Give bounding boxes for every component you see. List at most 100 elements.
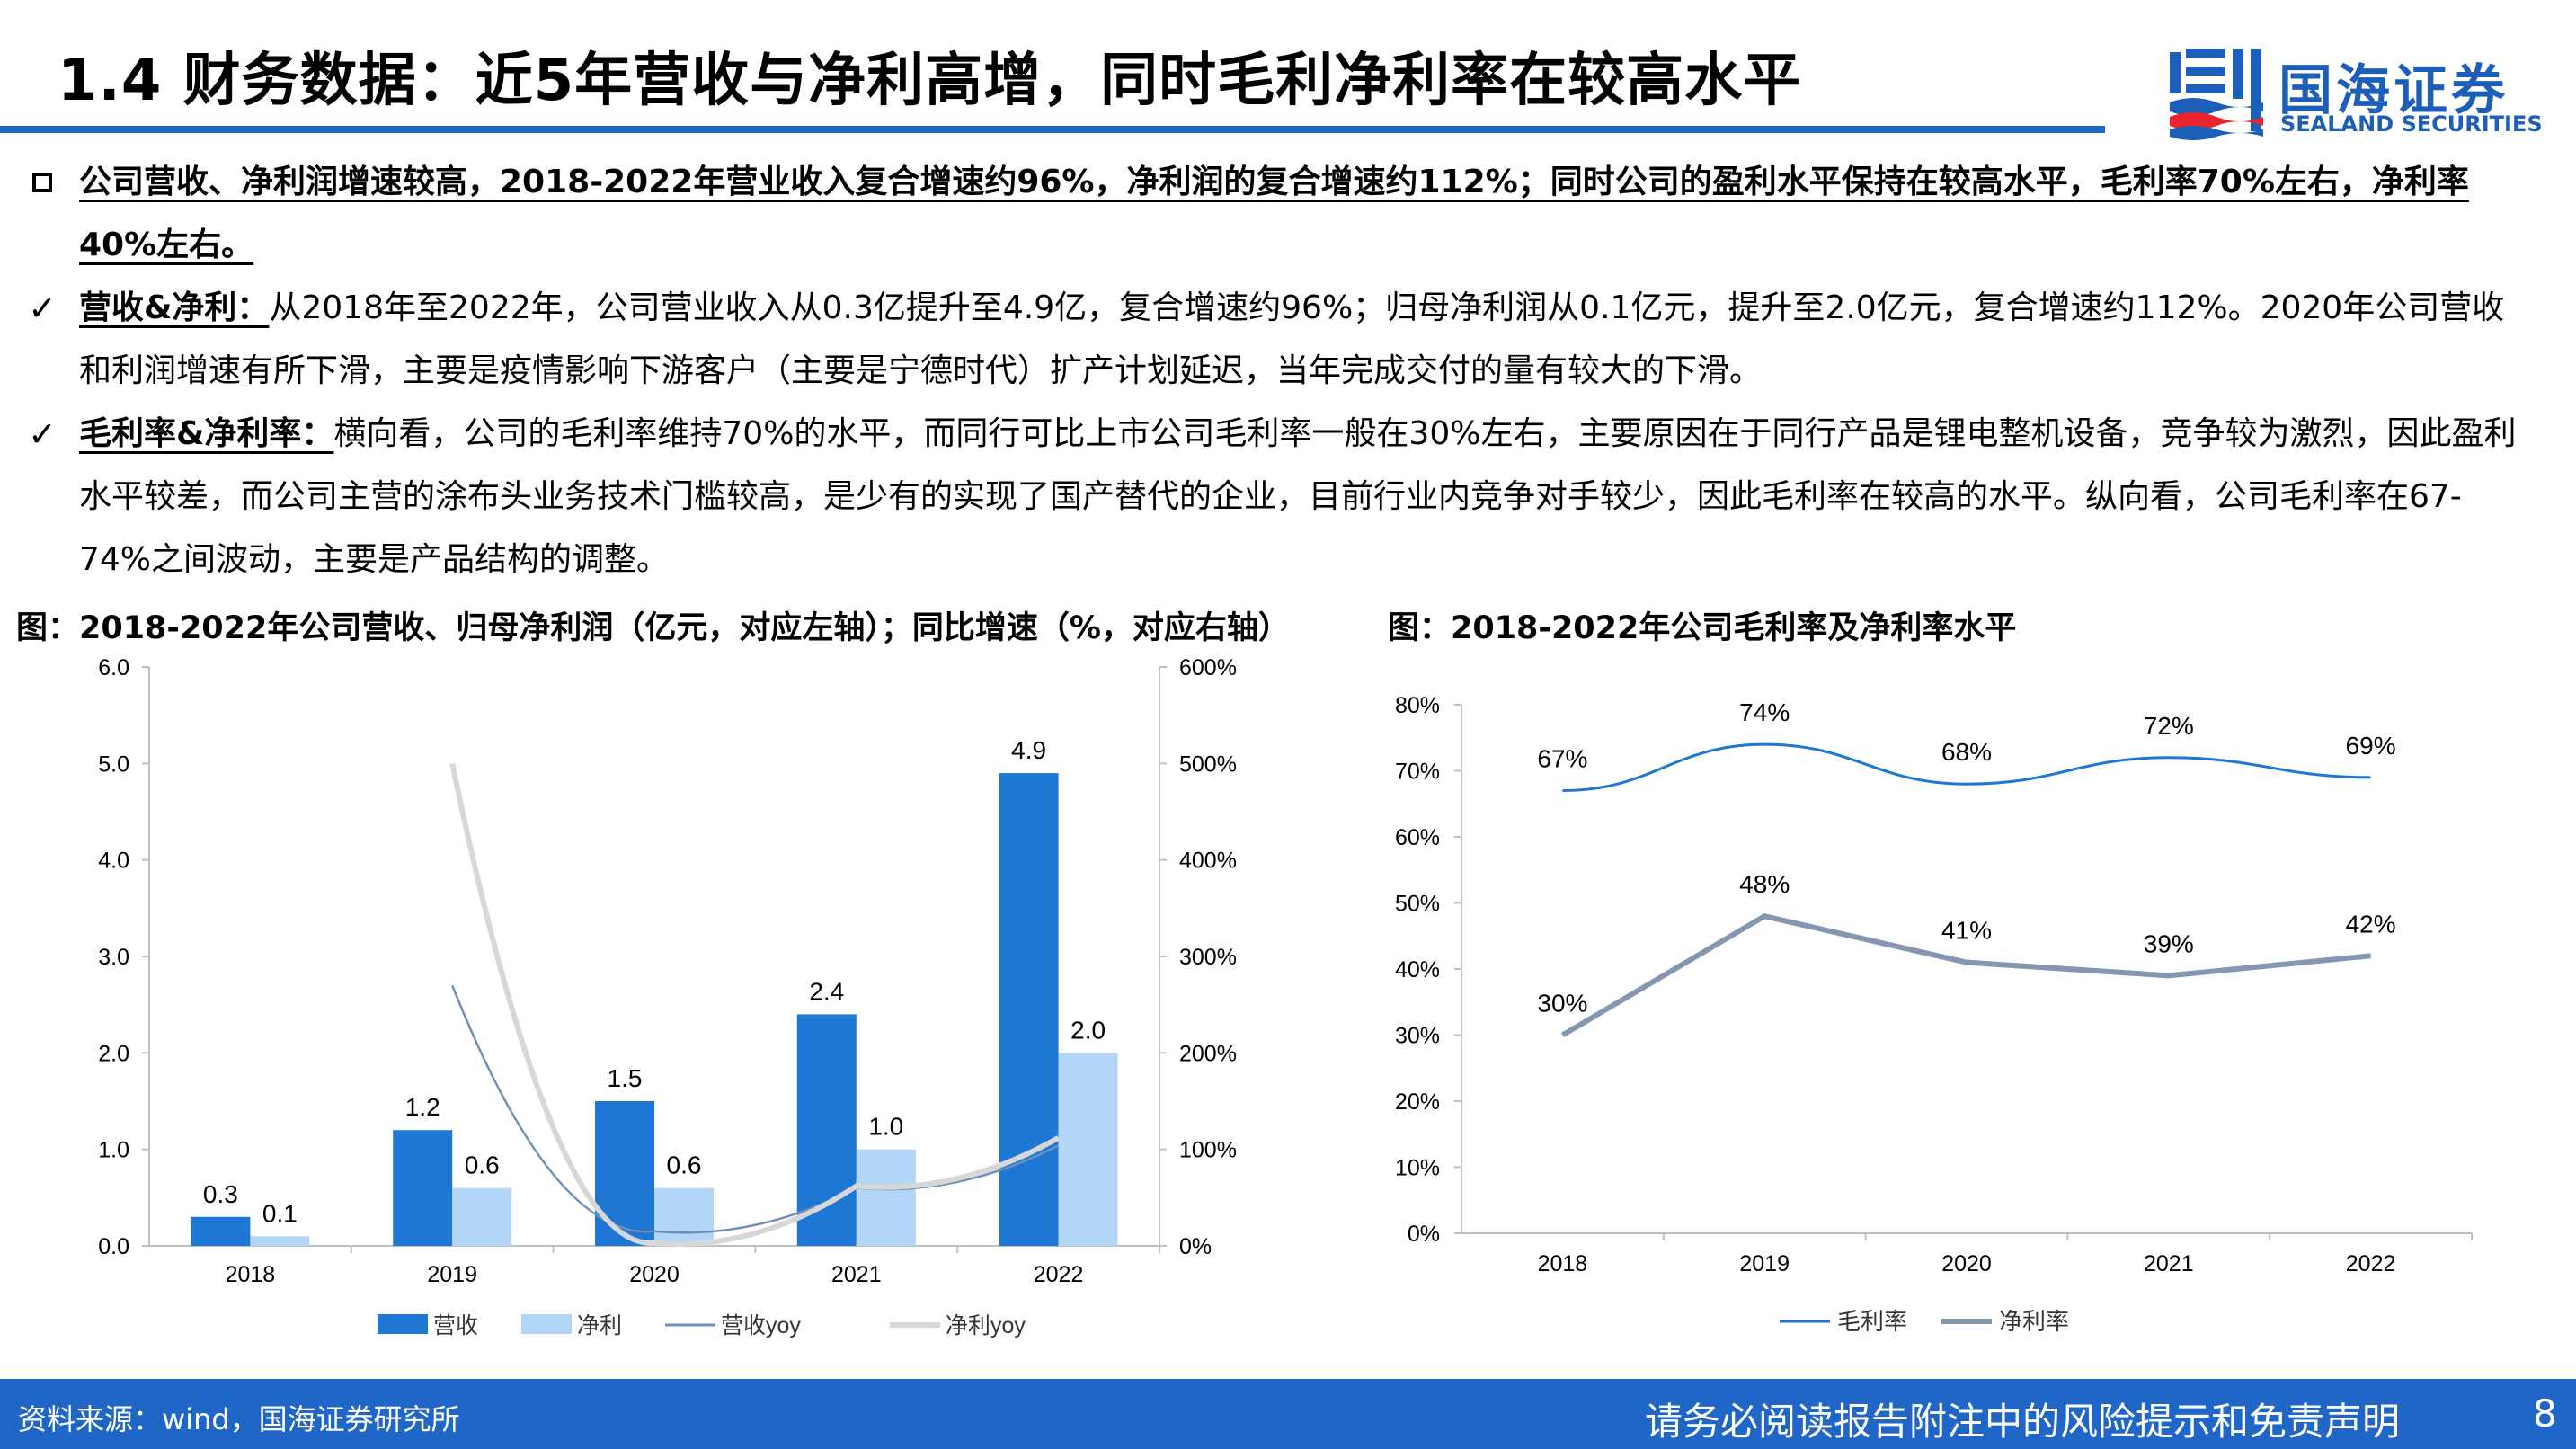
- x-tick-label: 2019: [427, 1262, 477, 1287]
- bullet-summary: 公司营收、净利润增速较高，2018-2022年营业收入复合增速约96%，净利润的…: [16, 151, 2533, 277]
- left-y-tick-label: 2.0: [98, 1041, 129, 1066]
- x-tick-label: 2021: [2144, 1251, 2194, 1276]
- right-y-tick-label: 400%: [1179, 849, 1237, 874]
- source-note: 资料来源：wind，国海证券研究所: [18, 1402, 460, 1436]
- left-y-tick-label: 0.0: [98, 1234, 129, 1259]
- x-tick-label: 2020: [629, 1262, 680, 1287]
- point-data-label: 39%: [2144, 929, 2194, 957]
- right-y-tick-label: 200%: [1179, 1041, 1237, 1066]
- bar-data-label: 0.3: [203, 1180, 238, 1208]
- legend-label: 毛利率: [1837, 1308, 1907, 1335]
- bar-净利: [250, 1236, 310, 1246]
- line-毛利率: [1562, 742, 2371, 793]
- left-y-tick-label: 5.0: [98, 751, 129, 777]
- point-data-label: 74%: [1739, 698, 1790, 726]
- line-净利yoy: [449, 762, 1061, 1247]
- legend-label: 营收yoy: [721, 1313, 801, 1338]
- y-tick-label: 80%: [1395, 693, 1440, 718]
- bullet-summary-text: 公司营收、净利润增速较高，2018-2022年营业收入复合增速约96%，净利润的…: [79, 164, 2469, 263]
- bar-data-label: 1.2: [405, 1093, 440, 1121]
- x-tick-label: 2021: [831, 1262, 882, 1287]
- legend-swatch: [521, 1314, 572, 1334]
- company-logo: 国海证券 SEALAND SECURITIES: [2166, 47, 2544, 146]
- bar-营收: [796, 1014, 857, 1246]
- square-bullet-icon: [20, 151, 65, 214]
- right-y-tick-label: 600%: [1179, 655, 1237, 680]
- bar-data-label: 2.0: [1070, 1016, 1106, 1044]
- x-tick-label: 2019: [1739, 1251, 1790, 1276]
- left-y-tick-label: 3.0: [98, 945, 129, 970]
- legend-label: 净利yoy: [946, 1313, 1026, 1338]
- bar-营收: [595, 1101, 654, 1246]
- y-tick-label: 20%: [1395, 1089, 1440, 1115]
- y-tick-label: 50%: [1395, 892, 1440, 917]
- bar-data-label: 1.0: [868, 1113, 903, 1141]
- y-tick-label: 60%: [1395, 825, 1440, 850]
- margin-chart: 0% 10% 20% 30% 40% 50% 60% 70% 80% 2018 2019 2020 20…: [1395, 693, 2473, 1335]
- left-y-tick-label: 4.0: [98, 849, 129, 874]
- point-data-label: 48%: [1739, 870, 1790, 898]
- y-tick-label: 10%: [1395, 1156, 1440, 1181]
- x-tick-label: 2022: [2346, 1251, 2396, 1276]
- bar-净利: [856, 1149, 916, 1246]
- bar-净利: [452, 1187, 512, 1246]
- x-tick-label: 2018: [226, 1262, 276, 1287]
- bar-营收: [999, 773, 1059, 1246]
- legend-label: 净利: [577, 1313, 622, 1338]
- left-y-tick-label: 1.0: [98, 1138, 129, 1163]
- title-divider: [0, 126, 2105, 133]
- disclaimer: 请务必阅读报告附注中的风险提示和免责声明: [1645, 1400, 2401, 1444]
- x-tick-label: 2022: [1034, 1262, 1084, 1287]
- point-data-label: 41%: [1941, 917, 1992, 945]
- left-y-tick-label: 6.0: [98, 655, 129, 680]
- point-data-label: 42%: [2346, 910, 2396, 938]
- bullet-revenue-profit: ✓ 营收&净利：从2018年至2022年，公司营业收入从0.3亿提升至4.9亿，…: [16, 277, 2533, 403]
- bar-data-label: 0.1: [262, 1199, 298, 1227]
- x-tick-label: 2020: [1941, 1251, 1992, 1276]
- bar-营收: [191, 1216, 251, 1246]
- y-tick-label: 30%: [1395, 1024, 1440, 1049]
- line-净利率: [1560, 913, 2371, 1038]
- y-tick-label: 40%: [1395, 957, 1440, 982]
- bar-data-label: 0.6: [465, 1151, 500, 1179]
- bullet-list: 公司营收、净利润增速较高，2018-2022年营业收入复合增速约96%，净利润的…: [16, 151, 2533, 591]
- sealand-logo-icon: [2170, 49, 2263, 140]
- bar-营收: [393, 1130, 453, 1246]
- logo-chinese-name: 国海证券: [2278, 59, 2509, 122]
- right-y-tick-label: 100%: [1179, 1138, 1237, 1163]
- bullet-lead: 营收&净利：: [79, 289, 270, 326]
- bar-净利: [654, 1187, 714, 1246]
- point-data-label: 69%: [2346, 732, 2396, 760]
- bullet-text: 横向看，公司的毛利率维持70%的水平，而同行可比上市公司毛利率一般在30%左右，…: [79, 415, 2517, 578]
- right-chart-title: 图：2018-2022年公司毛利率及净利率水平: [1388, 610, 2017, 646]
- right-y-tick-label: 0%: [1179, 1234, 1212, 1259]
- bar-data-label: 4.9: [1011, 736, 1046, 764]
- right-y-tick-label: 300%: [1179, 945, 1237, 970]
- legend-swatch: [378, 1314, 428, 1334]
- check-icon: ✓: [28, 414, 57, 454]
- bar-data-label: 1.5: [608, 1064, 643, 1092]
- point-data-label: 72%: [2144, 712, 2194, 740]
- page-title: 1.4 财务数据：近5年营收与净利高增，同时毛利净利率在较高水平: [58, 48, 1802, 114]
- point-data-label: 30%: [1537, 990, 1587, 1018]
- right-y-tick-label: 500%: [1179, 751, 1237, 777]
- bar-data-label: 2.4: [809, 977, 844, 1005]
- x-tick-label: 2018: [1538, 1251, 1588, 1276]
- footer-bar: 资料来源：wind，国海证券研究所 请务必阅读报告附注中的风险提示和免责声明 8: [0, 1379, 2576, 1449]
- bullet-lead: 毛利率&净利率：: [79, 415, 334, 452]
- point-data-label: 67%: [1537, 745, 1587, 773]
- check-icon: ✓: [28, 289, 57, 328]
- revenue-profit-chart: 0.0 1.0 2.0 3.0 4.0 5.0 6.0 0% 100% 200% 300% 400% 5…: [98, 655, 1237, 1338]
- logo-english-name: SEALAND SECURITIES: [2280, 111, 2543, 137]
- line-营收yoy: [451, 984, 1060, 1234]
- y-tick-label: 70%: [1395, 760, 1440, 785]
- point-data-label: 68%: [1941, 738, 1992, 766]
- bullet-text: 从2018年至2022年，公司营业收入从0.3亿提升至4.9亿，复合增速约96%…: [79, 289, 2505, 389]
- page-number: 8: [2533, 1391, 2557, 1436]
- legend-label: 净利率: [1999, 1308, 2069, 1335]
- bar-data-label: 0.6: [667, 1151, 702, 1179]
- y-tick-label: 0%: [1408, 1222, 1440, 1247]
- bullet-margins: ✓ 毛利率&净利率：横向看，公司的毛利率维持70%的水平，而同行可比上市公司毛利…: [16, 403, 2533, 591]
- left-chart-title: 图：2018-2022年公司营收、归母净利润（亿元，对应左轴）；同比增速（%，对…: [16, 610, 1290, 646]
- legend-label: 营收: [433, 1313, 478, 1338]
